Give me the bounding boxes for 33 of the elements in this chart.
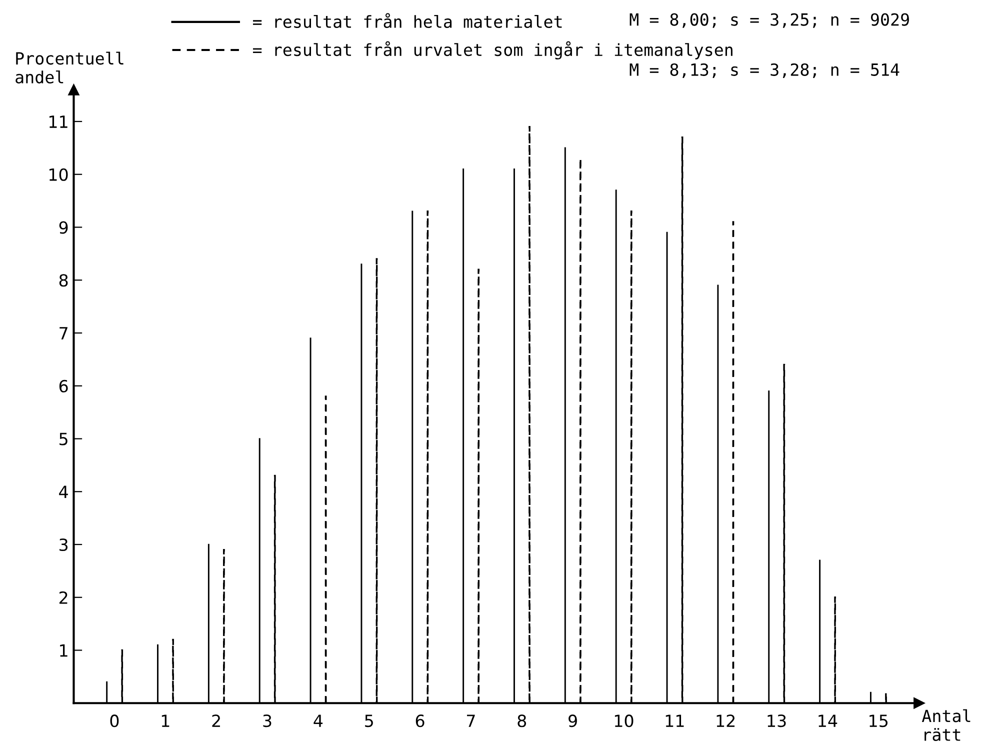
x-tick-label: 5 xyxy=(365,714,373,728)
x-tick-label: 1 xyxy=(162,714,170,727)
y-axis-title: Procentuell andel xyxy=(16,52,124,84)
y-tick-label: 5 xyxy=(60,432,68,446)
x-axis-title: Antal rätt xyxy=(922,709,970,742)
x-tick-label: 11 xyxy=(666,714,684,727)
y-tick-label: 2 xyxy=(59,591,68,604)
y-tick-label: 3 xyxy=(60,538,68,552)
x-tick-label: 15 xyxy=(870,714,888,728)
x-tick-label: 3 xyxy=(263,714,272,728)
x-tick-label: 4 xyxy=(314,714,323,727)
y-tick-label: 1 xyxy=(60,644,68,657)
x-tick-label: 8 xyxy=(518,714,526,728)
x-tick-label: 0 xyxy=(110,714,119,728)
y-tick-label: 10 xyxy=(49,168,68,181)
legend-label: = resultat från hela materialet xyxy=(252,13,562,28)
legend-label: = resultat från urvalet som ingår i itemanalysen xyxy=(252,41,732,60)
x-tick-label: 12 xyxy=(716,714,735,727)
x-tick-label: 6 xyxy=(416,714,424,728)
x-tick-label: 7 xyxy=(467,714,475,727)
x-tick-label: 10 xyxy=(614,714,634,728)
y-tick-label: 8 xyxy=(59,274,68,287)
text: M = 8,00; s = 3,25; n = 9029 xyxy=(630,13,909,28)
y-tick-label: 6 xyxy=(59,380,68,392)
y-tick-label: 4 xyxy=(59,486,68,498)
y-tick-label: 9 xyxy=(59,221,68,234)
x-tick-label: 14 xyxy=(818,714,838,727)
x-tick-label: 9 xyxy=(568,714,577,728)
x-tick-label: 13 xyxy=(768,714,786,728)
y-tick-label: 11 xyxy=(49,116,68,128)
text: M = 8,13; s = 3,28; n = 514 xyxy=(630,63,900,78)
y-tick-label: 7 xyxy=(60,327,68,340)
x-tick-label: 2 xyxy=(212,714,220,727)
